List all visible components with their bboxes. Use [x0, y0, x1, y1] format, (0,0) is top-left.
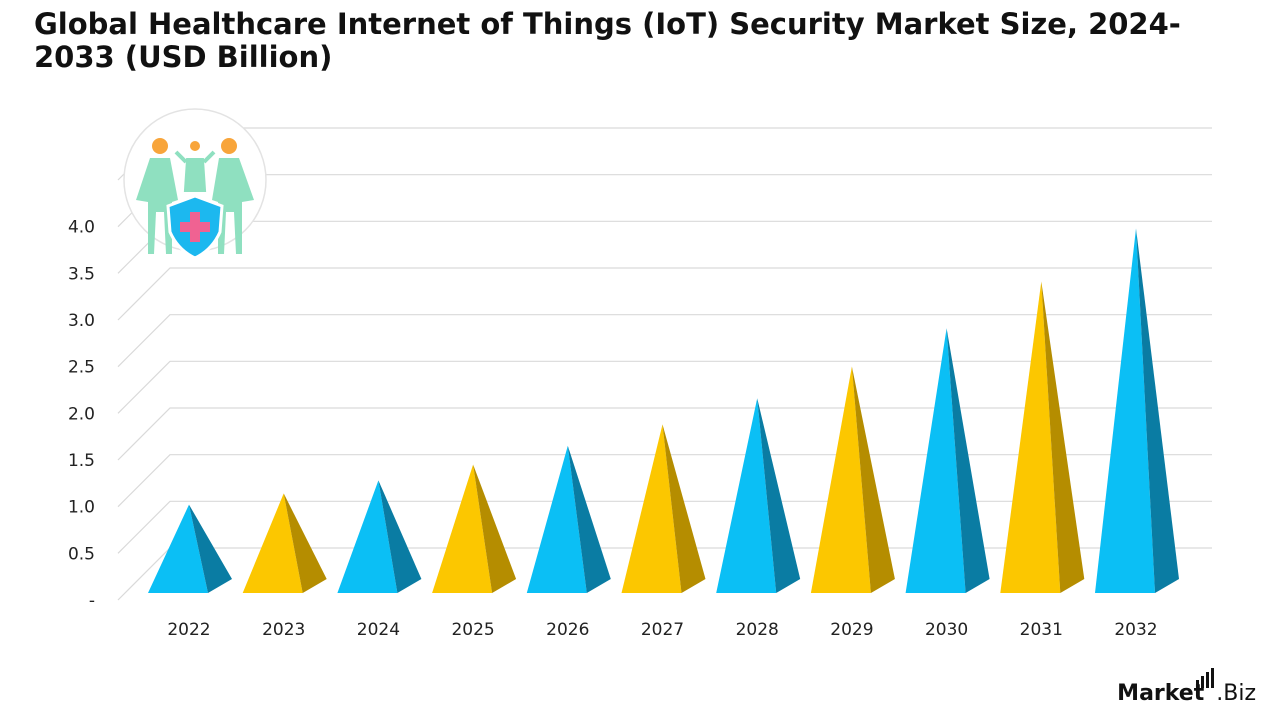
- bar-side-face: [473, 464, 517, 593]
- y-tick-label: 4.0: [68, 218, 95, 238]
- x-tick-label: 2030: [925, 620, 968, 640]
- x-tick-label: 2029: [830, 620, 873, 640]
- x-tick-label: 2027: [641, 620, 684, 640]
- bar-side-face: [189, 504, 232, 593]
- x-tick-label: 2028: [736, 620, 779, 640]
- grid-line: [117, 360, 1212, 414]
- x-tick-label: 2031: [1020, 620, 1063, 640]
- bar-2027: [621, 424, 706, 593]
- bar-2028: [716, 398, 801, 593]
- brand-name-rest: .Biz: [1216, 681, 1256, 706]
- bar-front-face: [716, 398, 777, 593]
- bar-side-face: [946, 328, 990, 593]
- bars: [148, 228, 1179, 594]
- bar-side-face: [1136, 228, 1179, 594]
- y-tick-label: 1.5: [68, 451, 95, 471]
- bar-front-face: [905, 328, 966, 593]
- brand-bars-icon: [1196, 668, 1215, 688]
- bar-2024: [337, 480, 422, 593]
- bar-front-face: [526, 445, 587, 593]
- bar-front-face: [621, 424, 682, 593]
- bar-side-face: [662, 424, 706, 593]
- y-tick-label: 3.0: [68, 311, 95, 331]
- y-tick-label: -: [89, 591, 95, 611]
- bar-front-face: [1000, 281, 1061, 593]
- bar-front-face: [432, 464, 493, 593]
- x-tick-label: 2025: [451, 620, 494, 640]
- y-tick-label: 2.5: [68, 358, 95, 378]
- healthcare-family-shield-icon: [123, 108, 267, 260]
- bar-2025: [432, 464, 517, 593]
- bar-front-face: [810, 366, 871, 593]
- grid-line: [117, 314, 1212, 368]
- grid-line: [117, 174, 1212, 228]
- bar-2023: [242, 493, 327, 593]
- grid-line: [117, 267, 1212, 321]
- bar-2030: [905, 328, 990, 593]
- bar-side-face: [283, 493, 327, 593]
- bar-2031: [1000, 281, 1085, 593]
- y-tick-label: 0.5: [68, 544, 95, 564]
- x-tick-label: 2032: [1114, 620, 1157, 640]
- bar-front-face: [337, 480, 398, 593]
- x-tick-label: 2022: [167, 620, 210, 640]
- bar-side-face: [1041, 281, 1085, 593]
- bar-2022: [148, 504, 232, 593]
- bar-2029: [810, 366, 895, 593]
- bar-front-face: [148, 504, 208, 593]
- chart-title: Global Healthcare Internet of Things (Io…: [34, 7, 1181, 74]
- bar-2026: [526, 445, 611, 593]
- y-tick-label: 1.0: [68, 498, 95, 518]
- bar-front-face: [1095, 228, 1155, 594]
- grid-line: [117, 220, 1212, 274]
- bar-side-face: [757, 398, 801, 593]
- bar-2032: [1095, 228, 1179, 594]
- bar-side-face: [851, 366, 895, 593]
- y-axis-ticks: - 0.5 1.0 1.5 2.0 2.5 3.0 3.5 4.0: [68, 218, 95, 611]
- bar-front-face: [242, 493, 303, 593]
- bar-side-face: [567, 445, 611, 593]
- grid-line: [117, 127, 1212, 181]
- x-tick-label: 2023: [262, 620, 305, 640]
- x-axis-ticks: 2022 2023 2024 2025 2026 2027 2028 2029 2030 2031…: [167, 620, 1157, 640]
- y-tick-label: 3.5: [68, 264, 95, 284]
- x-tick-label: 2026: [546, 620, 589, 640]
- brand-name-bold: Market: [1117, 681, 1205, 706]
- x-tick-label: 2024: [357, 620, 400, 640]
- y-tick-label: 2.0: [68, 404, 95, 424]
- bar-side-face: [378, 480, 422, 593]
- grid-line: [117, 407, 1212, 461]
- brand-logo: Market .Biz: [1117, 668, 1256, 706]
